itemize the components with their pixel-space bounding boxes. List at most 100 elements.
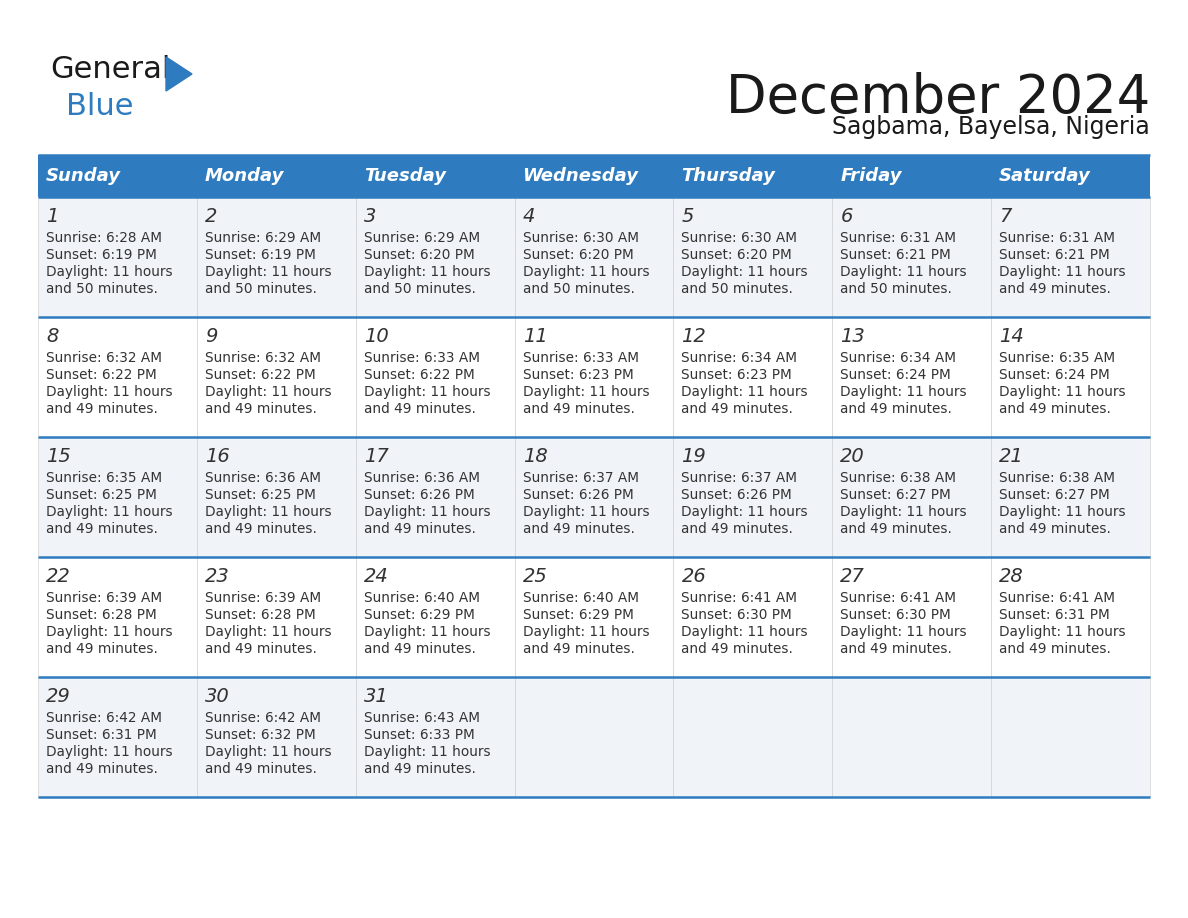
Bar [355, 197, 514, 317]
Bar [197, 197, 355, 317]
Text: Daylight: 11 hours: Daylight: 11 hours [204, 625, 331, 639]
Text: Sunset: 6:25 PM: Sunset: 6:25 PM [204, 488, 316, 502]
Bar [355, 437, 514, 557]
Bar [197, 317, 355, 437]
Text: and 49 minutes.: and 49 minutes. [840, 402, 952, 416]
Text: Daylight: 11 hours: Daylight: 11 hours [840, 625, 967, 639]
Text: Sunset: 6:19 PM: Sunset: 6:19 PM [46, 248, 157, 262]
Polygon shape [166, 57, 192, 91]
Text: and 49 minutes.: and 49 minutes. [682, 402, 794, 416]
Text: Sunset: 6:22 PM: Sunset: 6:22 PM [46, 368, 157, 382]
Text: 13: 13 [840, 327, 865, 346]
Text: Sunrise: 6:39 AM: Sunrise: 6:39 AM [204, 591, 321, 605]
Text: Daylight: 11 hours: Daylight: 11 hours [682, 625, 808, 639]
Text: Daylight: 11 hours: Daylight: 11 hours [523, 505, 649, 519]
Text: 12: 12 [682, 327, 706, 346]
Text: and 49 minutes.: and 49 minutes. [204, 642, 317, 656]
Text: Sagbama, Bayelsa, Nigeria: Sagbama, Bayelsa, Nigeria [833, 115, 1150, 139]
Text: Sunrise: 6:38 AM: Sunrise: 6:38 AM [999, 471, 1116, 485]
Text: Sunrise: 6:40 AM: Sunrise: 6:40 AM [364, 591, 480, 605]
Text: 7: 7 [999, 207, 1011, 226]
Text: 26: 26 [682, 567, 706, 586]
Text: 15: 15 [46, 447, 71, 466]
Bar [833, 557, 991, 677]
Text: and 50 minutes.: and 50 minutes. [682, 282, 794, 296]
Bar [833, 437, 991, 557]
Text: Daylight: 11 hours: Daylight: 11 hours [46, 745, 172, 759]
Text: and 49 minutes.: and 49 minutes. [840, 642, 952, 656]
Text: Tuesday: Tuesday [364, 167, 446, 185]
Text: and 49 minutes.: and 49 minutes. [46, 762, 158, 776]
Bar [197, 155, 355, 197]
Text: Sunset: 6:24 PM: Sunset: 6:24 PM [840, 368, 952, 382]
Text: 11: 11 [523, 327, 548, 346]
Text: and 49 minutes.: and 49 minutes. [999, 522, 1111, 536]
Text: Sunset: 6:20 PM: Sunset: 6:20 PM [364, 248, 474, 262]
Text: Thursday: Thursday [682, 167, 776, 185]
Text: Sunrise: 6:41 AM: Sunrise: 6:41 AM [840, 591, 956, 605]
Text: 30: 30 [204, 687, 229, 706]
Text: 21: 21 [999, 447, 1024, 466]
Bar [514, 197, 674, 317]
Text: General: General [50, 55, 170, 84]
Text: Sunrise: 6:32 AM: Sunrise: 6:32 AM [204, 351, 321, 365]
Text: Sunset: 6:32 PM: Sunset: 6:32 PM [204, 728, 316, 742]
Text: Sunset: 6:25 PM: Sunset: 6:25 PM [46, 488, 157, 502]
Bar [991, 437, 1150, 557]
Text: and 49 minutes.: and 49 minutes. [364, 402, 475, 416]
Bar [833, 197, 991, 317]
Bar [38, 155, 197, 197]
Text: and 49 minutes.: and 49 minutes. [523, 642, 634, 656]
Text: Daylight: 11 hours: Daylight: 11 hours [46, 265, 172, 279]
Text: Sunset: 6:21 PM: Sunset: 6:21 PM [999, 248, 1110, 262]
Text: and 49 minutes.: and 49 minutes. [364, 522, 475, 536]
Text: and 50 minutes.: and 50 minutes. [523, 282, 634, 296]
Text: and 49 minutes.: and 49 minutes. [999, 402, 1111, 416]
Text: Sunrise: 6:40 AM: Sunrise: 6:40 AM [523, 591, 639, 605]
Text: Sunset: 6:33 PM: Sunset: 6:33 PM [364, 728, 474, 742]
Text: Sunset: 6:28 PM: Sunset: 6:28 PM [204, 608, 316, 622]
Text: 31: 31 [364, 687, 388, 706]
Bar [38, 197, 197, 317]
Bar [674, 437, 833, 557]
Text: Sunset: 6:21 PM: Sunset: 6:21 PM [840, 248, 952, 262]
Text: Sunrise: 6:43 AM: Sunrise: 6:43 AM [364, 711, 480, 725]
Text: and 50 minutes.: and 50 minutes. [204, 282, 317, 296]
Text: Sunset: 6:26 PM: Sunset: 6:26 PM [682, 488, 792, 502]
Bar [991, 155, 1150, 197]
Text: and 50 minutes.: and 50 minutes. [364, 282, 475, 296]
Text: Daylight: 11 hours: Daylight: 11 hours [682, 265, 808, 279]
Text: and 49 minutes.: and 49 minutes. [46, 642, 158, 656]
Text: Sunrise: 6:31 AM: Sunrise: 6:31 AM [840, 231, 956, 245]
Text: Sunrise: 6:36 AM: Sunrise: 6:36 AM [364, 471, 480, 485]
Bar [991, 197, 1150, 317]
Text: and 49 minutes.: and 49 minutes. [523, 522, 634, 536]
Text: Daylight: 11 hours: Daylight: 11 hours [999, 505, 1126, 519]
Text: Sunset: 6:22 PM: Sunset: 6:22 PM [204, 368, 316, 382]
Text: Sunrise: 6:37 AM: Sunrise: 6:37 AM [682, 471, 797, 485]
Text: Sunset: 6:24 PM: Sunset: 6:24 PM [999, 368, 1110, 382]
Bar [674, 557, 833, 677]
Text: Sunrise: 6:38 AM: Sunrise: 6:38 AM [840, 471, 956, 485]
Bar [355, 317, 514, 437]
Bar [38, 437, 197, 557]
Text: 9: 9 [204, 327, 217, 346]
Bar [674, 197, 833, 317]
Text: Daylight: 11 hours: Daylight: 11 hours [682, 385, 808, 399]
Text: Daylight: 11 hours: Daylight: 11 hours [204, 505, 331, 519]
Text: 29: 29 [46, 687, 71, 706]
Text: Sunrise: 6:30 AM: Sunrise: 6:30 AM [682, 231, 797, 245]
Text: Daylight: 11 hours: Daylight: 11 hours [999, 385, 1126, 399]
Text: 22: 22 [46, 567, 71, 586]
Text: 23: 23 [204, 567, 229, 586]
Text: Daylight: 11 hours: Daylight: 11 hours [364, 625, 491, 639]
Text: Sunset: 6:29 PM: Sunset: 6:29 PM [364, 608, 474, 622]
Text: 1: 1 [46, 207, 58, 226]
Text: and 49 minutes.: and 49 minutes. [999, 282, 1111, 296]
Bar [674, 155, 833, 197]
Bar [991, 557, 1150, 677]
Text: Sunset: 6:23 PM: Sunset: 6:23 PM [682, 368, 792, 382]
Bar [355, 557, 514, 677]
Text: Blue: Blue [67, 92, 133, 121]
Text: Sunset: 6:27 PM: Sunset: 6:27 PM [840, 488, 952, 502]
